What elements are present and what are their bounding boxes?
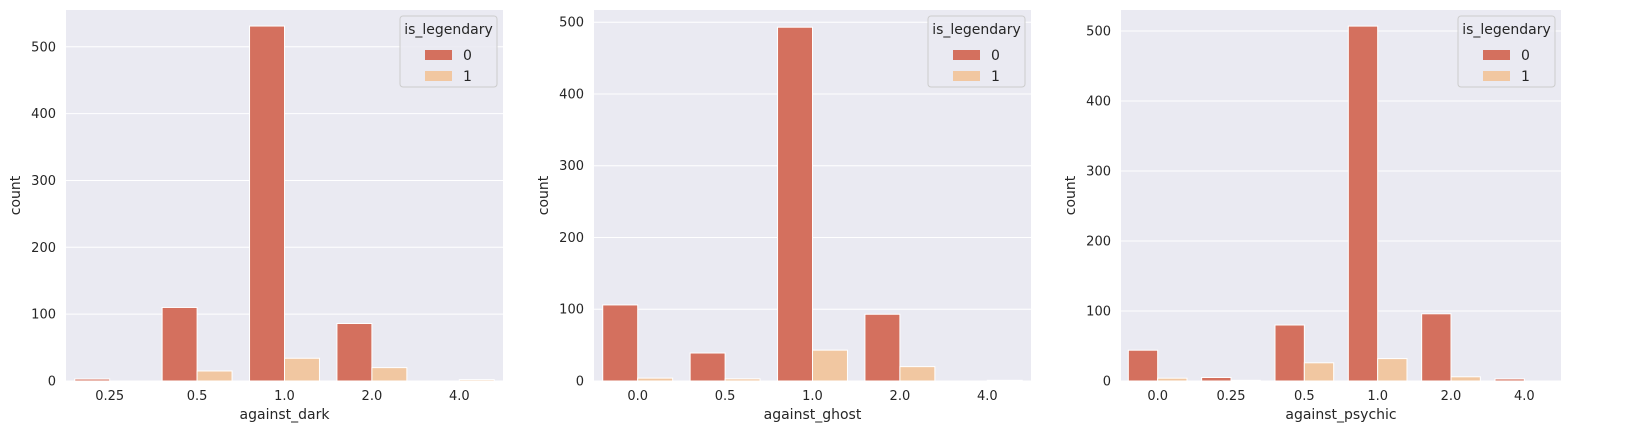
y-tick-label: 500	[31, 40, 56, 55]
legend-label-0: 0	[991, 48, 1000, 64]
bar-1.0-series-0	[777, 26, 813, 382]
x-tick-label: 0.25	[95, 389, 124, 404]
legend-label-1: 1	[463, 69, 472, 85]
legend: is_legendary 0 1	[927, 15, 1026, 88]
x-tick-label: 2.0	[362, 389, 383, 404]
x-tick-label: 0.5	[1294, 389, 1315, 404]
y-tick-label: 400	[559, 87, 584, 102]
legend-swatch-0	[1483, 50, 1510, 60]
y-tick-label: 300	[559, 159, 584, 174]
bar-4.0-series-0	[1494, 378, 1525, 382]
bar-1.0-series-0	[249, 25, 285, 382]
bar-0.25-series-0	[1201, 377, 1232, 382]
x-tick-label: 4.0	[449, 389, 470, 404]
x-tick-label: 0.25	[1217, 389, 1246, 404]
y-tick-label: 500	[1086, 25, 1111, 40]
bar-0.5-series-0	[161, 306, 198, 382]
y-tick-label: 200	[559, 231, 584, 246]
x-tick-label: 1.0	[274, 389, 295, 404]
bar-0.5-series-0	[1274, 324, 1305, 382]
chart-panel-1: 0 100 200 300 400 500 0.25 0.5 1.0 2.0 4.0 against_…	[8, 10, 503, 423]
bar-4.0-series-1	[986, 379, 1023, 382]
y-tick-label: 300	[31, 174, 56, 189]
y-tick-label: 100	[559, 303, 584, 318]
bar-4.0-series-1	[458, 379, 495, 382]
y-tick-label: 400	[1086, 95, 1111, 110]
bar-0.5-series-0	[689, 352, 726, 382]
x-tick-label: 0.0	[1147, 389, 1168, 404]
y-axis-label: count	[1063, 175, 1079, 215]
y-tick-label: 0	[48, 375, 56, 390]
bar-2.0-series-0	[336, 323, 373, 382]
legend-label-1: 1	[1521, 69, 1530, 85]
bar-2.0-series-1	[371, 367, 408, 382]
x-tick-label: 1.0	[802, 389, 823, 404]
x-tick-label: 2.0	[1441, 389, 1462, 404]
y-axis-label: count	[536, 175, 552, 215]
legend-swatch-0	[953, 50, 980, 60]
bar-0.0-series-0	[1127, 349, 1159, 382]
y-axis-label: count	[8, 175, 24, 215]
bar-0.0-series-0	[602, 304, 639, 382]
chart-panel-3: 0 100 200 300 400 500 0.0 0.25 0.5 1.0 2.0 4.0 again…	[1063, 10, 1561, 423]
legend-title: is_legendary	[404, 22, 493, 38]
legend-swatch-1	[425, 71, 452, 81]
y-tick-label: 500	[559, 16, 584, 31]
y-tick-label: 100	[31, 308, 56, 323]
x-axis-label: against_psychic	[1285, 407, 1396, 423]
x-axis-label: against_dark	[240, 407, 331, 423]
bar-0.0-series-1	[1157, 377, 1188, 382]
bar-2.0-series-1	[1450, 376, 1481, 382]
legend-title: is_legendary	[932, 22, 1021, 38]
chart-panel-2: 0 100 200 300 400 500 0.0 0.5 1.0 2.0 4.0 against_g…	[536, 10, 1031, 423]
legend-label-0: 0	[463, 48, 472, 64]
x-axis-label: against_ghost	[764, 407, 862, 423]
y-tick-label: 0	[576, 375, 584, 390]
y-tick-label: 200	[31, 241, 56, 256]
legend-label-0: 0	[1521, 48, 1530, 64]
bar-0.0-series-1	[637, 377, 674, 382]
x-tick-label: 2.0	[890, 389, 911, 404]
x-tick-label: 0.5	[715, 389, 736, 404]
legend-swatch-1	[953, 71, 980, 81]
x-tick-label: 0.0	[627, 389, 648, 404]
y-tick-label: 100	[1086, 305, 1111, 320]
legend-swatch-0	[425, 50, 452, 60]
bar-1.0-series-0	[1347, 25, 1379, 382]
x-tick-label: 4.0	[1514, 389, 1535, 404]
bar-1.0-series-1	[284, 357, 320, 382]
legend-title: is_legendary	[1462, 22, 1551, 38]
y-tick-label: 300	[1086, 165, 1111, 180]
bar-0.25-series-1	[1230, 379, 1261, 382]
legend: is_legendary 0 1	[399, 15, 498, 88]
bar-0.5-series-1	[196, 370, 233, 382]
legend: is_legendary 0 1	[1457, 15, 1556, 88]
bar-1.0-series-1	[812, 349, 848, 382]
bar-2.0-series-0	[864, 313, 901, 382]
y-tick-label: 400	[31, 107, 56, 122]
legend-label-1: 1	[991, 69, 1000, 85]
x-tick-label: 0.5	[187, 389, 208, 404]
bar-0.25-series-0	[74, 378, 111, 382]
bar-1.0-series-1	[1377, 358, 1408, 382]
legend-swatch-1	[1483, 71, 1510, 81]
bar-0.5-series-1	[1303, 362, 1335, 382]
bar-2.0-series-0	[1421, 313, 1452, 382]
bar-2.0-series-1	[899, 366, 936, 382]
bar-0.5-series-1	[724, 378, 761, 382]
x-tick-label: 1.0	[1367, 389, 1388, 404]
y-tick-label: 200	[1086, 235, 1111, 250]
x-tick-label: 4.0	[977, 389, 998, 404]
y-tick-label: 0	[1103, 375, 1111, 390]
